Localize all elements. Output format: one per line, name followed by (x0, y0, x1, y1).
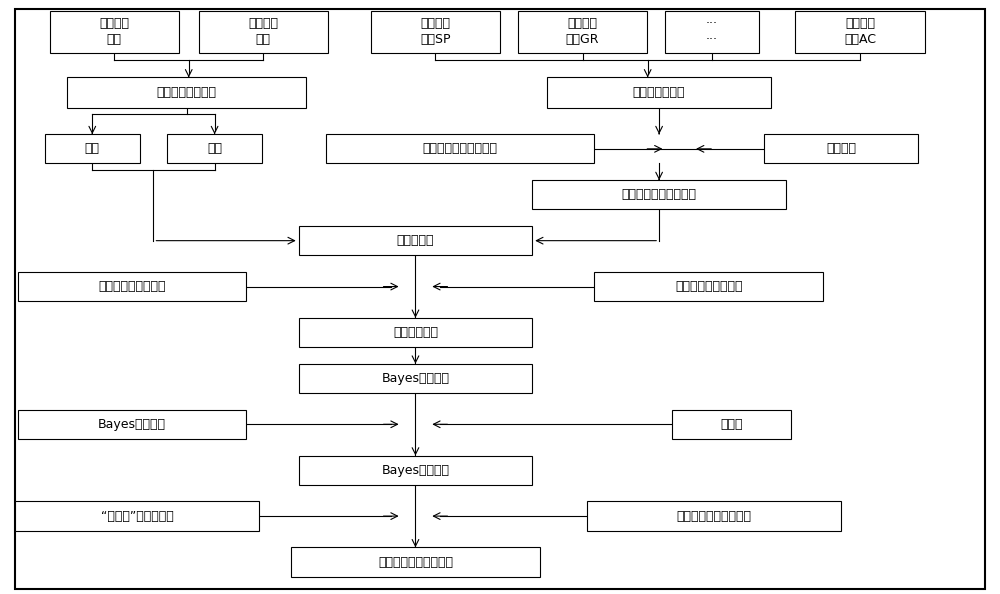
Text: 自然电位
测井SP: 自然电位 测井SP (420, 17, 451, 46)
Text: 自然伽马
测井GR: 自然伽马 测井GR (566, 17, 599, 46)
Bar (67, 77, 306, 108)
Bar (18, 410, 246, 439)
Text: “半幅点”定砂体厚度: “半幅点”定砂体厚度 (101, 510, 173, 523)
Text: 剔除区分能力弱参数: 剔除区分能力弱参数 (98, 280, 166, 293)
Bar (299, 226, 532, 255)
Bar (199, 11, 328, 53)
Bar (326, 134, 594, 163)
Text: 测井响应最大异常幅度: 测井响应最大异常幅度 (423, 143, 498, 156)
Bar (518, 11, 647, 53)
Bar (532, 180, 786, 209)
Bar (45, 134, 140, 163)
Text: 勘探开发
资料: 勘探开发 资料 (248, 17, 278, 46)
Text: 钻井岩心
资料: 钻井岩心 资料 (99, 17, 129, 46)
Bar (167, 134, 262, 163)
Text: 砂体厚度: 砂体厚度 (826, 143, 856, 156)
Text: Bayes判别系数: Bayes判别系数 (98, 418, 166, 431)
Text: Bayes判别函数: Bayes判别函数 (381, 464, 449, 477)
Bar (672, 410, 791, 439)
Bar (547, 77, 771, 108)
Bar (299, 318, 532, 347)
Bar (795, 11, 925, 53)
Bar (18, 272, 246, 301)
Text: 声波时差
测井AC: 声波时差 测井AC (844, 17, 876, 46)
Text: 滩坝沉积微相识别: 滩坝沉积微相识别 (157, 86, 217, 99)
Text: 测井数据标准化: 测井数据标准化 (633, 86, 685, 99)
Text: 建立数据库: 建立数据库 (397, 234, 434, 247)
Text: 滩坝沉积微相识别预测: 滩坝沉积微相识别预测 (378, 555, 453, 568)
Text: 滩坝沉积微相综合参数: 滩坝沉积微相综合参数 (622, 188, 697, 201)
Text: 滩坝沉积微相综合参数: 滩坝沉积微相综合参数 (676, 510, 751, 523)
Bar (594, 272, 823, 301)
Text: 滩砂: 滩砂 (207, 143, 222, 156)
Bar (50, 11, 179, 53)
Text: 逐步回归分析: 逐步回归分析 (393, 326, 438, 339)
Text: ···
···: ··· ··· (706, 17, 718, 46)
Text: 引入区分能力强参数: 引入区分能力强参数 (675, 280, 743, 293)
Text: 坝砂: 坝砂 (85, 143, 100, 156)
Bar (299, 456, 532, 485)
Bar (299, 364, 532, 393)
Bar (371, 11, 500, 53)
Text: Bayes判别分析: Bayes判别分析 (381, 372, 449, 385)
Bar (291, 548, 540, 577)
Text: 判别率: 判别率 (720, 418, 743, 431)
Bar (15, 501, 259, 530)
Bar (587, 501, 841, 530)
Bar (764, 134, 918, 163)
Bar (665, 11, 759, 53)
